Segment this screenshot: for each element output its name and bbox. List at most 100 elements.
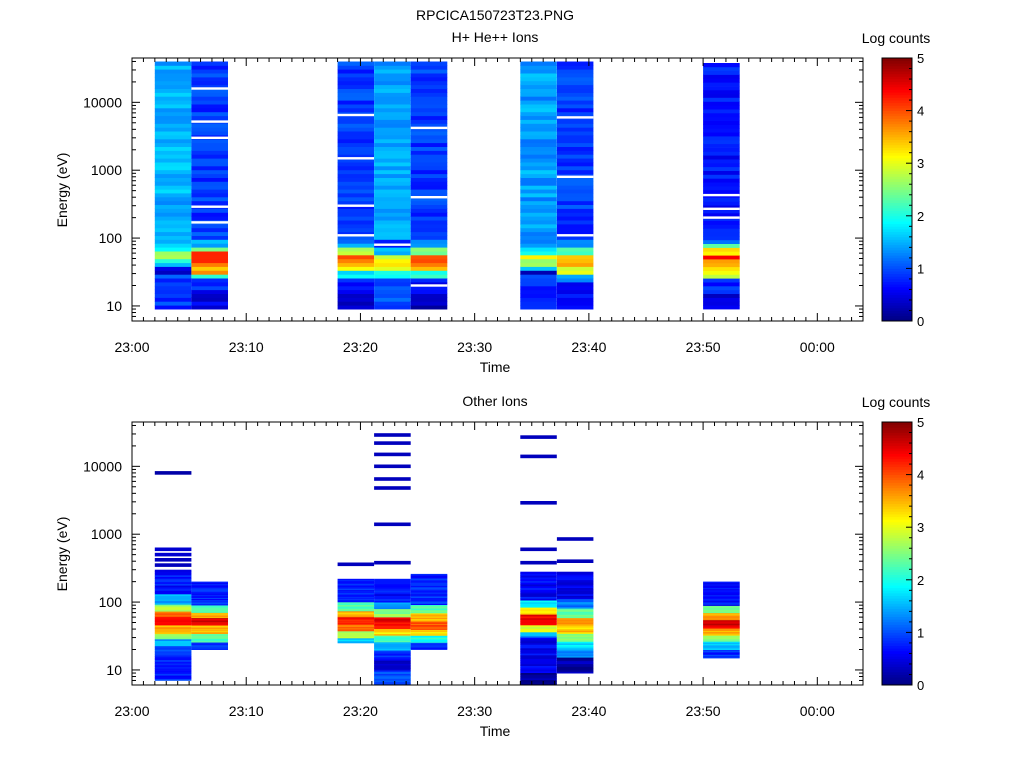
spectrogram-cell: [191, 646, 228, 648]
spectrogram-cell: [703, 600, 740, 603]
spectrogram-cell: [337, 131, 375, 136]
spectrogram-cell: [374, 665, 411, 668]
spectrogram-cell: [520, 593, 557, 596]
colorbar-swatch: [882, 579, 912, 583]
spectrogram-cell: [520, 173, 557, 178]
spectrogram-cell: [703, 638, 740, 641]
spectrogram-cell: [410, 591, 448, 594]
spectrogram-cell: [374, 623, 411, 626]
colorbar-swatch: [882, 260, 912, 264]
colorbar-swatch: [882, 598, 912, 602]
spectrogram-cell: [191, 591, 228, 593]
spectrogram-cell: [337, 84, 375, 89]
colorbar-swatch: [882, 637, 912, 641]
spectrogram-cell: [556, 196, 594, 202]
spectrogram-cell: [191, 80, 228, 86]
spectrogram-cell: [191, 138, 228, 144]
spectrogram-cell: [410, 633, 448, 635]
spectrogram-cell: [520, 637, 557, 640]
spectrogram-cell: [410, 165, 448, 171]
colorbar-swatch: [882, 100, 912, 104]
spectrogram-cell: [520, 435, 557, 439]
spectrogram-cell: [556, 235, 594, 240]
spectrogram-cell: [520, 601, 557, 604]
spectrogram-cell: [410, 115, 448, 120]
spectrogram-cell: [410, 624, 448, 627]
spectrogram-cell: [703, 128, 740, 133]
spectrogram-cell: [191, 173, 228, 178]
spectrogram-cell: [520, 289, 557, 294]
spectrogram-cell: [410, 227, 448, 233]
spectrogram-cell: [191, 605, 228, 607]
spectrogram-cell: [191, 96, 228, 101]
spectrogram-cell: [556, 650, 594, 653]
spectrogram-cell: [337, 583, 375, 586]
spectrogram-cell: [154, 623, 192, 626]
spectrogram-cell: [703, 647, 740, 649]
spectrogram-cell: [410, 595, 448, 597]
spectrogram-cell: [556, 61, 594, 66]
spectrogram-cell: [191, 599, 228, 602]
spectrogram-cell: [556, 142, 594, 147]
spectrogram-cell: [703, 170, 740, 175]
spectrogram-cell: [374, 660, 411, 663]
spectrogram-cell: [520, 76, 557, 82]
spectrogram-cell: [374, 282, 411, 287]
spectrogram-cell: [410, 185, 448, 190]
spectrogram-cell: [337, 607, 375, 610]
spectrogram-cell: [374, 165, 411, 171]
spectrogram-cell: [337, 262, 375, 267]
spectrogram-cell: [520, 142, 557, 147]
spectrogram-cell: [191, 262, 228, 267]
spectrogram-cell: [520, 610, 557, 613]
spectrogram-cell: [556, 80, 594, 86]
spectrogram-cell: [520, 177, 557, 182]
spectrogram-cell: [556, 537, 594, 541]
spectrogram-cell: [191, 594, 228, 596]
colorbar-swatch: [882, 514, 912, 518]
spectrogram-cell: [520, 649, 557, 652]
spectrogram-cell: [191, 610, 228, 612]
empty-channel: [556, 175, 594, 178]
spectrogram-cell: [556, 587, 594, 590]
x-tick-label: 23:50: [686, 703, 721, 719]
spectrogram-cell: [520, 189, 557, 194]
spectrogram-cell: [556, 146, 594, 151]
spectrogram-cell: [703, 646, 740, 648]
colorbar-swatch: [882, 126, 912, 130]
spectrogram-cell: [337, 76, 375, 82]
spectrogram-cell: [337, 196, 375, 202]
spectrogram-cell: [703, 155, 740, 160]
spectrogram-cell: [703, 640, 740, 642]
spectrogram-cell: [703, 139, 740, 145]
spectrogram-cell: [520, 596, 557, 599]
spectrogram-cell: [154, 621, 192, 624]
colorbar-swatch: [882, 613, 912, 618]
spectrogram-cell: [410, 596, 448, 598]
spectrogram-cell: [410, 162, 448, 167]
spectrogram-cell: [154, 678, 192, 681]
spectrogram-cell: [191, 616, 228, 619]
spectrogram-cell: [703, 293, 740, 298]
spectrogram-cell: [410, 607, 448, 609]
colorbar-swatch: [882, 527, 912, 531]
spectrogram-cell: [337, 632, 375, 635]
spectrogram-cell: [410, 597, 448, 600]
spectrogram-cell: [191, 274, 228, 279]
spectrogram-cell: [703, 625, 740, 628]
spectrogram-cell: [154, 558, 192, 562]
spectrogram-cell: [410, 258, 448, 264]
spectrogram-cell: [374, 626, 411, 629]
spectrogram-cell: [374, 158, 411, 163]
spectrogram-cell: [337, 115, 375, 120]
spectrogram-cell: [556, 193, 594, 198]
spectrogram-cell: [337, 639, 375, 642]
spectrogram-cell: [154, 671, 192, 674]
spectrogram-cell: [154, 593, 192, 596]
spectrogram-cell: [410, 235, 448, 240]
spectrogram-cell: [410, 598, 448, 601]
colorbar-swatch: [882, 537, 912, 541]
colorbar-swatch: [882, 548, 912, 552]
spectrogram-cell: [556, 652, 594, 655]
spectrogram-cell: [154, 193, 192, 198]
